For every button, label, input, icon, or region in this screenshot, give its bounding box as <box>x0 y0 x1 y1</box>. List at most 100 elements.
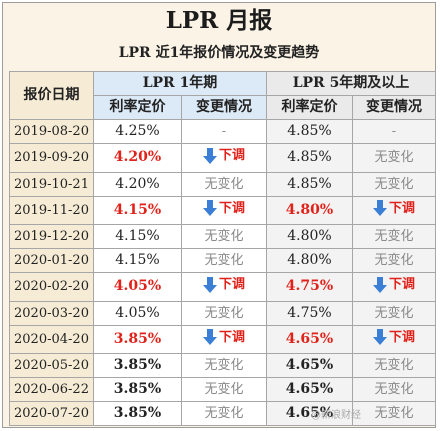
report-card: LPR 月报 LPR 近1年报价情况及变更趋势 报价日期 LPR 1年期 LPR… <box>2 2 436 428</box>
table-row: 2020-01-20 4.15% 无变化 4.80% 无变化 <box>9 248 436 273</box>
header-change-5y: 变更情况 <box>352 95 436 120</box>
table-row: 2020-07-20 3.85% 无变化 4.65% 无变化 <box>9 401 436 426</box>
rate-5y-cell: 4.80% <box>266 248 353 273</box>
change-label: 下调 <box>388 277 415 292</box>
change-label: 下调 <box>218 148 245 163</box>
change-cell-unchanged: 无变化 <box>181 171 267 197</box>
page-subtitle: LPR 近1年报价情况及变更趋势 <box>118 45 320 61</box>
down-badge: 下调 <box>372 326 415 349</box>
rate-5y-cell: 4.80% <box>266 224 353 249</box>
table-row: 2020-05-20 3.85% 无变化 4.65% 无变化 <box>9 353 436 378</box>
change-cell-unchanged: 无变化 <box>181 248 267 273</box>
down-arrow-icon <box>372 276 387 293</box>
change-cell-unchanged: 无变化 <box>181 353 267 378</box>
rate-5y-cell: 4.85% <box>266 143 353 173</box>
rate-1y-cell: 4.15% <box>93 195 182 225</box>
rate-1y-cell: 3.85% <box>93 401 182 426</box>
lpr-table: 报价日期 LPR 1年期 LPR 5年期及以上 利率定价 变更情况 利率定价 变… <box>9 71 436 426</box>
change-label: 下调 <box>218 200 245 216</box>
down-badge: 下调 <box>202 326 245 349</box>
down-badge: 下调 <box>202 197 245 220</box>
table-row: 2020-04-20 3.85% 下调 4.65% 下调 <box>9 324 436 354</box>
date-cell: 2020-06-22 <box>9 377 94 402</box>
change-cell-unchanged: 无变化 <box>352 300 436 326</box>
change-cell-unchanged: 无变化 <box>352 401 436 426</box>
down-arrow-icon <box>202 147 217 164</box>
down-arrow-icon <box>202 276 217 293</box>
change-cell-down: 下调 <box>352 272 436 302</box>
change-cell-none: - <box>181 119 267 144</box>
rate-5y-cell: 4.65% <box>266 353 353 378</box>
rate-1y-cell: 4.20% <box>93 171 182 197</box>
rate-1y-cell: 4.15% <box>93 224 182 249</box>
date-cell: 2019-09-20 <box>9 143 94 173</box>
change-cell-down: 下调 <box>181 324 267 354</box>
watermark: @新浪财经 <box>311 410 361 421</box>
page-title: LPR 月报 <box>165 7 273 34</box>
rate-1y-cell: 3.85% <box>93 353 182 378</box>
change-cell-unchanged: 无变化 <box>352 248 436 273</box>
rate-1y-cell: 4.05% <box>93 272 182 302</box>
down-badge: 下调 <box>202 273 245 296</box>
change-cell-down: 下调 <box>352 195 436 225</box>
down-arrow-icon <box>202 200 217 216</box>
header-group-5y: LPR 5年期及以上 <box>266 71 436 96</box>
change-cell-down: 下调 <box>352 324 436 354</box>
change-cell-unchanged: 无变化 <box>352 224 436 249</box>
change-cell-unchanged: 无变化 <box>181 401 267 426</box>
rate-1y-cell: 3.85% <box>93 377 182 402</box>
change-cell-down: 下调 <box>181 195 267 225</box>
rate-1y-cell: 3.85% <box>93 324 182 354</box>
change-label: 下调 <box>388 329 415 345</box>
date-cell: 2019-11-20 <box>9 195 94 225</box>
date-cell: 2019-10-21 <box>9 171 94 197</box>
header-row-1: 报价日期 LPR 1年期 LPR 5年期及以上 <box>9 71 436 120</box>
change-cell-unchanged: 无变化 <box>181 224 267 249</box>
table-body: 2019-08-20 4.25% -4.85% -2019-09-20 4.20% 下调 4… <box>9 119 436 426</box>
rate-5y-cell: 4.75% <box>266 300 353 326</box>
down-badge: 下调 <box>202 144 245 167</box>
date-cell: 2019-12-20 <box>9 224 94 249</box>
down-arrow-icon <box>372 200 387 216</box>
rate-5y-cell: 4.85% <box>266 171 353 197</box>
header-rate-5y: 利率定价 <box>266 95 353 120</box>
down-badge: 下调 <box>372 273 415 296</box>
date-cell: 2020-03-20 <box>9 300 94 326</box>
date-cell: 2020-05-20 <box>9 353 94 378</box>
change-label: 下调 <box>218 329 245 345</box>
change-cell-down: 下调 <box>181 143 267 173</box>
rate-5y-cell: 4.65% <box>266 377 353 402</box>
change-label: 下调 <box>218 277 245 292</box>
rate-5y-cell: 4.65% <box>266 324 353 354</box>
rate-5y-cell: 4.85% <box>266 119 353 144</box>
table-row: 2020-06-22 3.85% 无变化 4.65% 无变化 <box>9 377 436 402</box>
rate-5y-cell: 4.80% <box>266 195 353 225</box>
down-badge: 下调 <box>372 197 415 220</box>
date-cell: 2020-07-20 <box>9 401 94 426</box>
rate-1y-cell: 4.15% <box>93 248 182 273</box>
date-cell: 2020-04-20 <box>9 324 94 354</box>
header-row-2: 利率定价 变更情况 利率定价 变更情况 <box>10 95 436 120</box>
change-cell-unchanged: 无变化 <box>181 377 267 402</box>
table-row: 2019-08-20 4.25% -4.85% - <box>9 119 436 144</box>
table-row: 2019-11-20 4.15% 下调 4.80% 下调 <box>9 195 436 225</box>
rate-5y-cell: 4.75% <box>266 272 353 302</box>
table-row: 2020-03-20 4.05% 无变化 4.75% 无变化 <box>9 300 436 326</box>
change-cell-unchanged: 无变化 <box>181 300 267 326</box>
rate-1y-cell: 4.25% <box>93 119 182 144</box>
down-arrow-icon <box>372 329 387 345</box>
down-arrow-icon <box>202 329 217 345</box>
rate-1y-cell: 4.05% <box>93 300 182 326</box>
change-cell-unchanged: 无变化 <box>352 171 436 197</box>
header-change-1y: 变更情况 <box>181 95 267 120</box>
header-rate-1y: 利率定价 <box>93 95 182 120</box>
change-label: 下调 <box>388 200 415 216</box>
date-cell: 2019-08-20 <box>9 119 94 144</box>
rate-5y-cell: 4.65% <box>266 401 353 426</box>
table-row: 2019-10-21 4.20% 无变化 4.85% 无变化 <box>9 171 436 197</box>
change-cell-down: 下调 <box>181 272 267 302</box>
table-row: 2019-09-20 4.20% 下调 4.85% 无变化 <box>9 143 436 173</box>
header-group-1y: LPR 1年期 <box>93 71 267 96</box>
date-cell: 2020-02-20 <box>9 272 94 302</box>
date-cell: 2020-01-20 <box>9 248 94 273</box>
